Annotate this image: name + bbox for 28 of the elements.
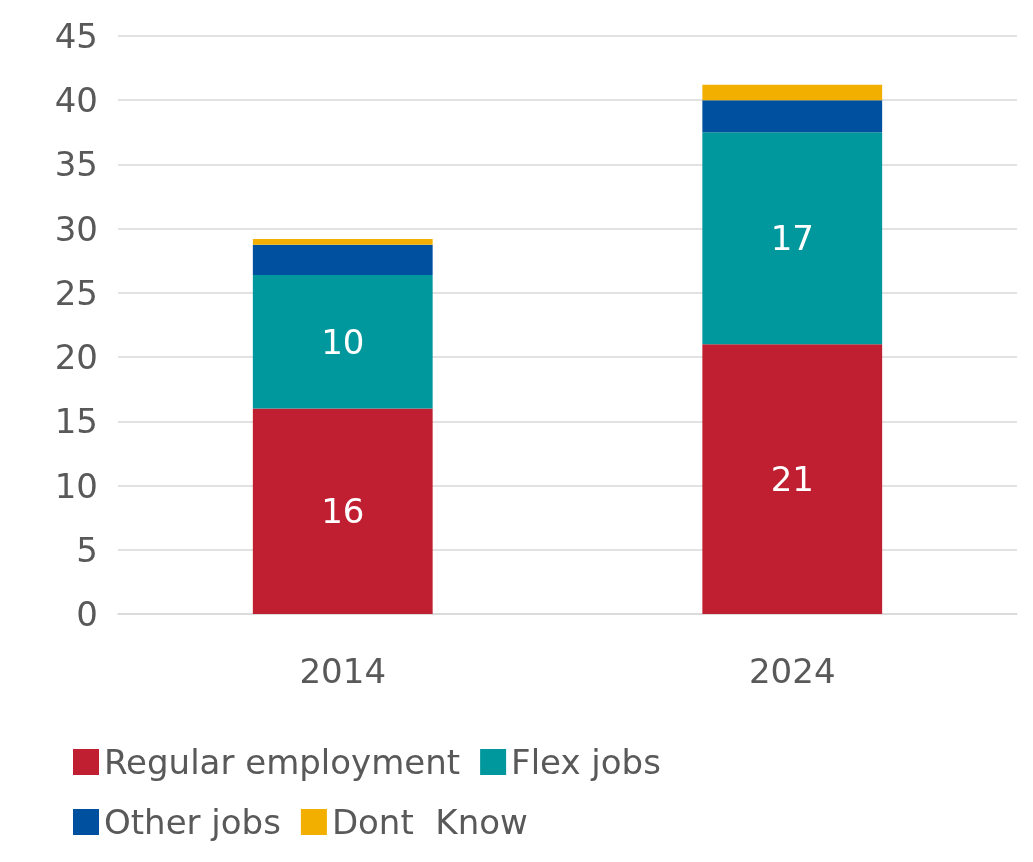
data-label: 10 [321,321,365,362]
legend-label: Dont Know [331,802,528,842]
y-tick-label: 25 [54,272,98,313]
bar [252,274,433,409]
bar [702,132,883,345]
x-tick-label: 2014 [299,651,387,691]
bar [252,244,433,275]
legend-label: Flex jobs [511,742,661,782]
y-tick-label: 10 [54,465,98,506]
bar [702,84,883,101]
y-tick-label: 0 [76,594,98,634]
data-label: 17 [770,218,814,259]
y-tick-label: 45 [54,16,98,56]
bar [702,344,883,614]
y-tick-label: 30 [54,208,98,249]
legend-label: Regular employment [104,742,461,782]
y-tick-label: 35 [54,144,98,185]
y-tick-label: 40 [54,80,98,121]
y-tick-label: 5 [76,529,98,570]
data-label: 21 [770,459,814,500]
bar [702,100,883,133]
data-label: 16 [321,491,365,532]
bar [252,238,433,245]
x-tick-label: 2024 [748,651,836,691]
bar [252,408,433,614]
legend-label: Other jobs [104,802,281,842]
y-tick-label: 15 [54,401,98,442]
y-tick-label: 20 [54,337,98,378]
